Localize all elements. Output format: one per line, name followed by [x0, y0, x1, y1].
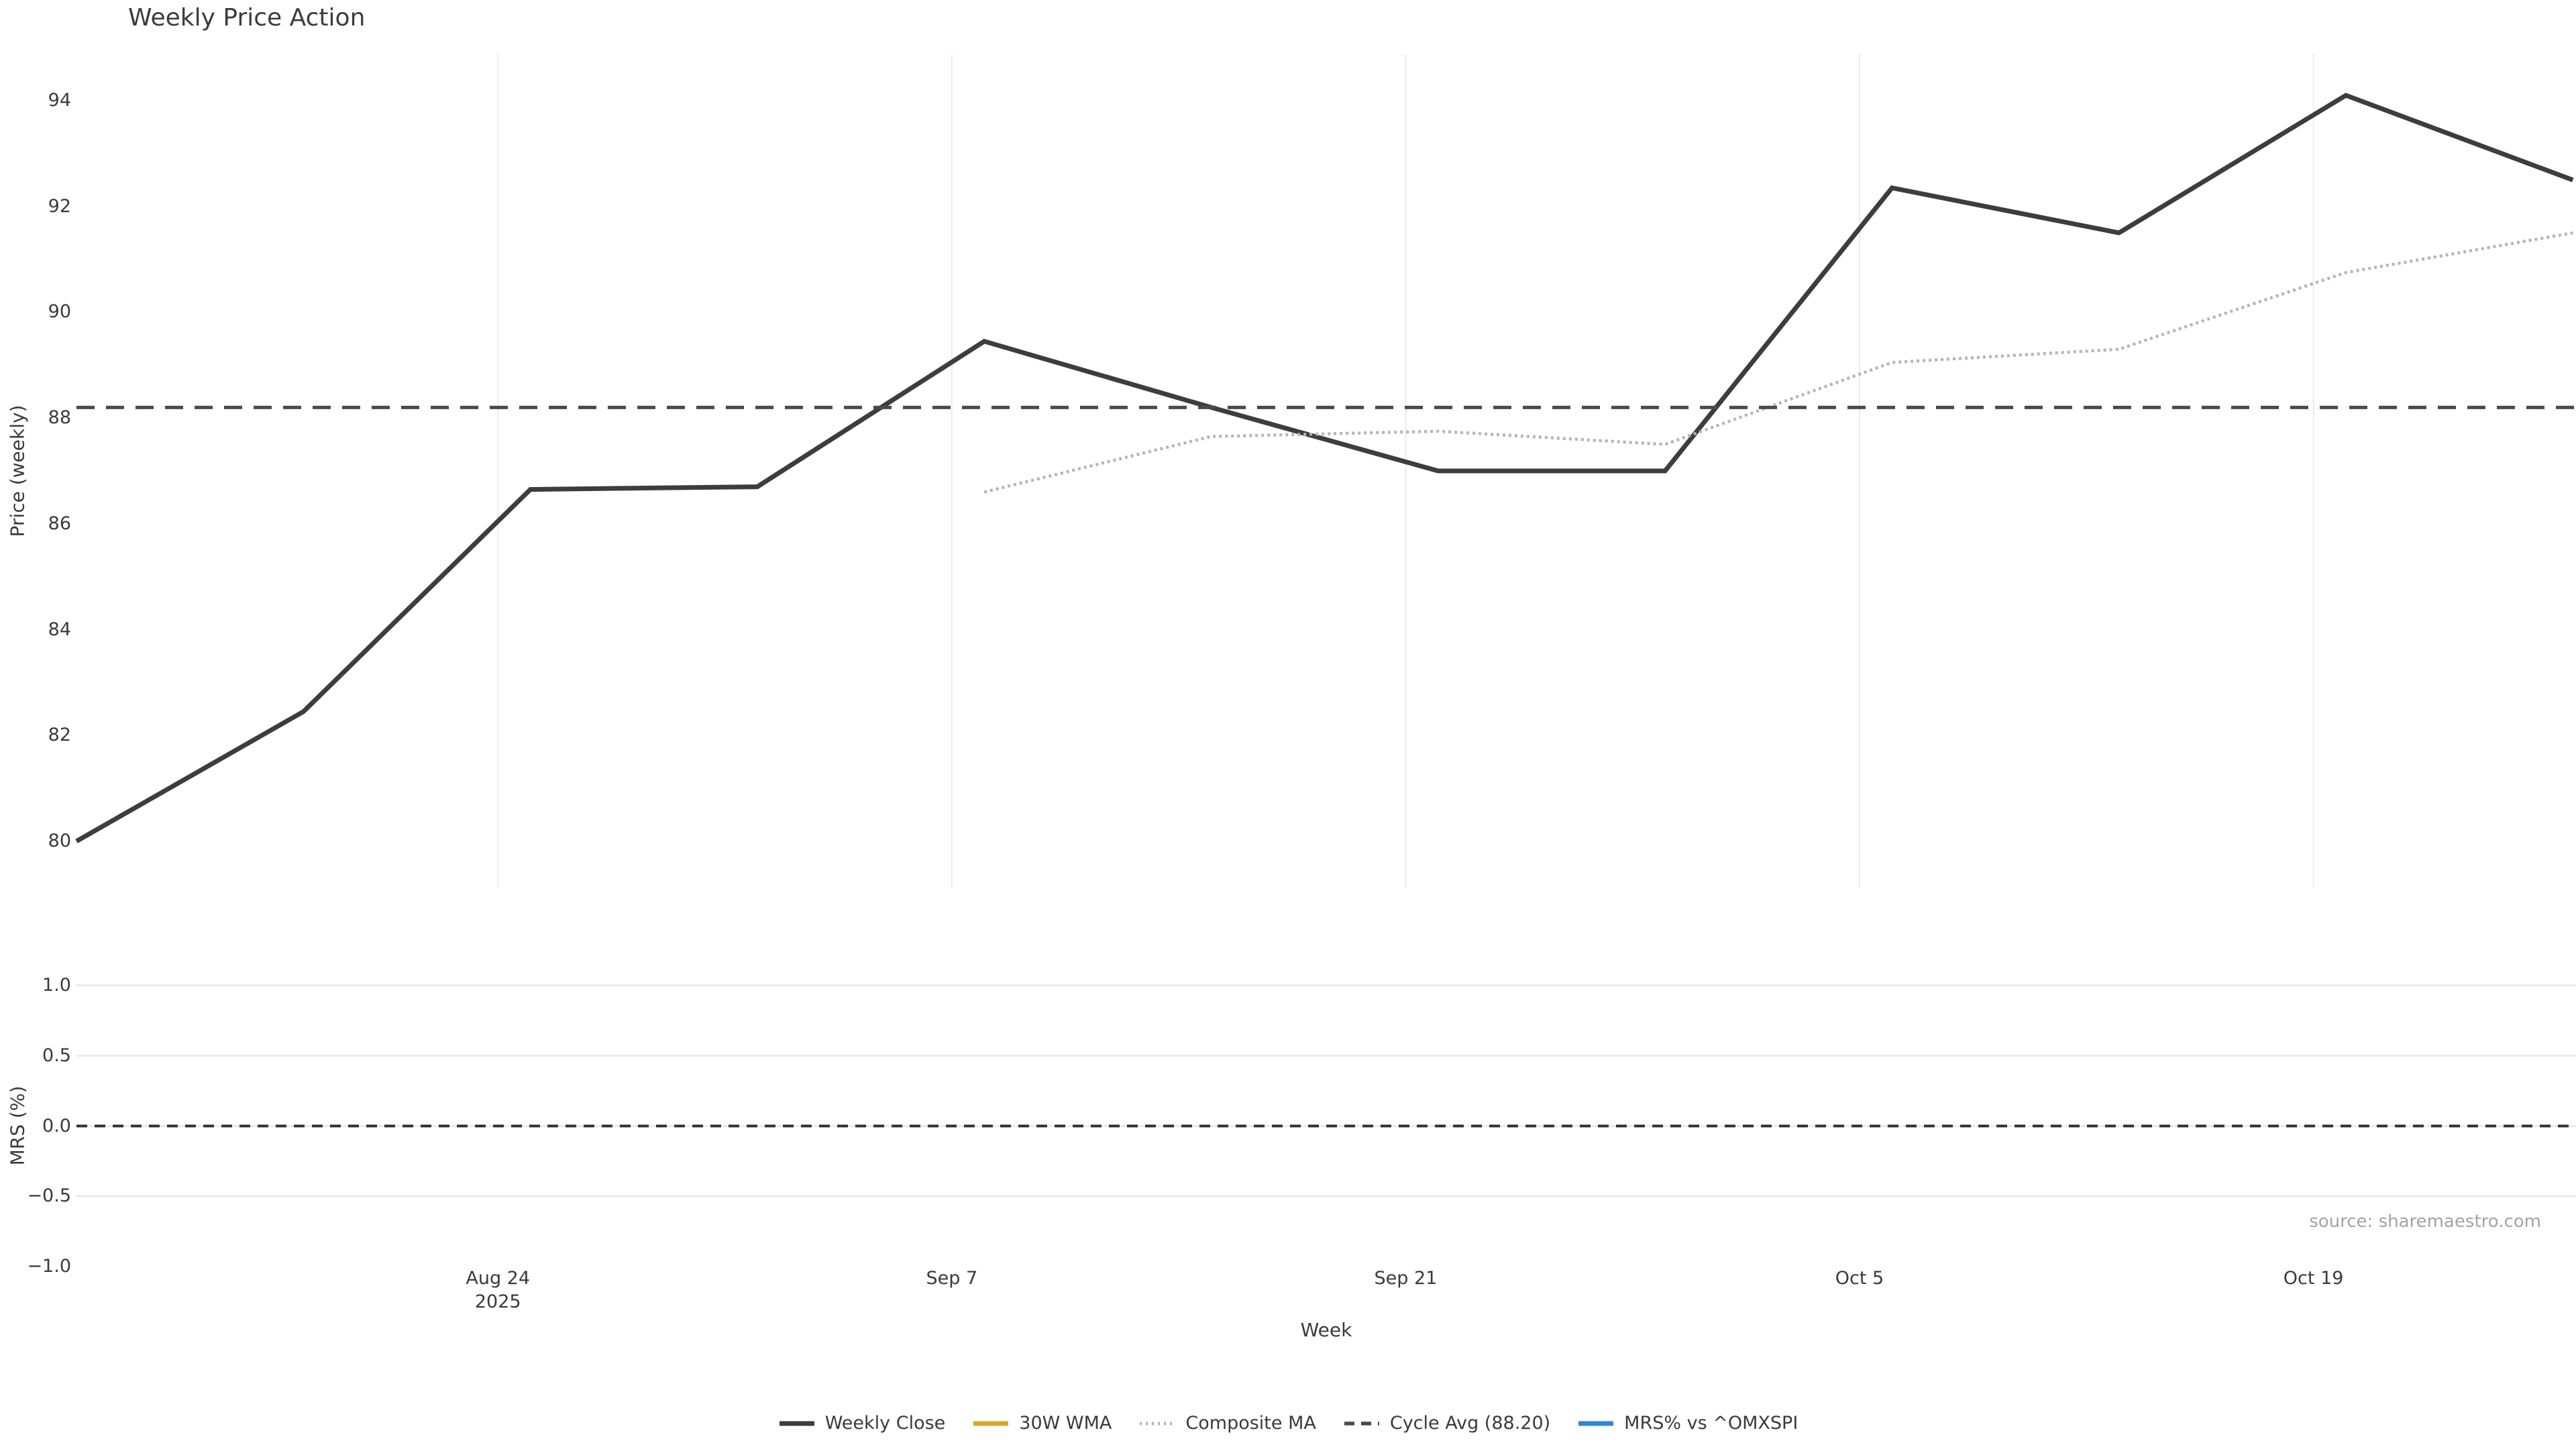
mrs-ytick-label: 0.5: [42, 1044, 71, 1066]
x-tick: Aug 24 2025: [424, 1267, 572, 1313]
mrs-ytick-label: −1.0: [27, 1256, 71, 1277]
price-ytick-label: 86: [48, 513, 71, 534]
legend-item: Weekly Close: [778, 1413, 946, 1434]
legend-label: 30W WMA: [1019, 1413, 1112, 1434]
legend-swatch-dashed-icon: [1344, 1421, 1379, 1426]
weekly-close-line: [75, 93, 2574, 844]
legend-label: Composite MA: [1185, 1413, 1316, 1434]
x-tick: Sep 7: [878, 1267, 1026, 1290]
price-ytick-label: 84: [48, 619, 71, 640]
mrs-ytick-label: −0.5: [27, 1185, 71, 1207]
source-note: source: sharemaestro.com: [2309, 1212, 2541, 1232]
x-tick-label: Oct 19: [2283, 1268, 2344, 1289]
price-ytick-label: 80: [48, 830, 71, 851]
price-ytick-label: 90: [48, 301, 71, 323]
price-ytick-label: 94: [48, 89, 71, 111]
x-tick-year-label: 2025: [474, 1291, 521, 1312]
price-ytick-label: 92: [48, 195, 71, 217]
legend: Weekly Close 30W WMA Composite MA Cycle Avg…: [0, 1413, 2576, 1434]
x-tick: Oct 19: [2240, 1267, 2387, 1290]
chart-title: Weekly Price Action: [128, 4, 366, 32]
legend-swatch-solid-icon: [1578, 1421, 1614, 1426]
mrs-ytick-label: 0.0: [42, 1115, 71, 1136]
price-ytick-label: 82: [48, 724, 71, 746]
x-tick-label: Sep 21: [1374, 1268, 1438, 1289]
x-tick-label: Aug 24: [466, 1268, 531, 1289]
legend-item: Composite MA: [1138, 1413, 1316, 1434]
x-tick: Oct 5: [1786, 1267, 1933, 1290]
legend-item: MRS% vs ^OMXSPI: [1577, 1413, 1798, 1434]
legend-swatch-solid-icon: [973, 1421, 1009, 1426]
legend-item: Cycle Avg (88.20): [1343, 1413, 1550, 1434]
x-axis-label: Week: [1300, 1319, 1352, 1341]
legend-label: Cycle Avg (88.20): [1389, 1413, 1551, 1434]
x-tick-label: Sep 7: [926, 1268, 978, 1289]
legend-item: 30W WMA: [972, 1413, 1112, 1434]
legend-swatch-dotted-icon: [1140, 1421, 1175, 1425]
composite-ma-line: [983, 231, 2573, 494]
price-ytick-label: 88: [48, 407, 71, 429]
legend-label: Weekly Close: [824, 1413, 946, 1434]
mrs-ytick-label: 1.0: [42, 975, 71, 996]
x-tick: Sep 21: [1332, 1267, 1479, 1290]
legend-swatch-solid-icon: [779, 1421, 814, 1426]
x-tick-label: Oct 5: [1835, 1268, 1884, 1289]
legend-label: MRS% vs ^OMXSPI: [1624, 1413, 1799, 1434]
